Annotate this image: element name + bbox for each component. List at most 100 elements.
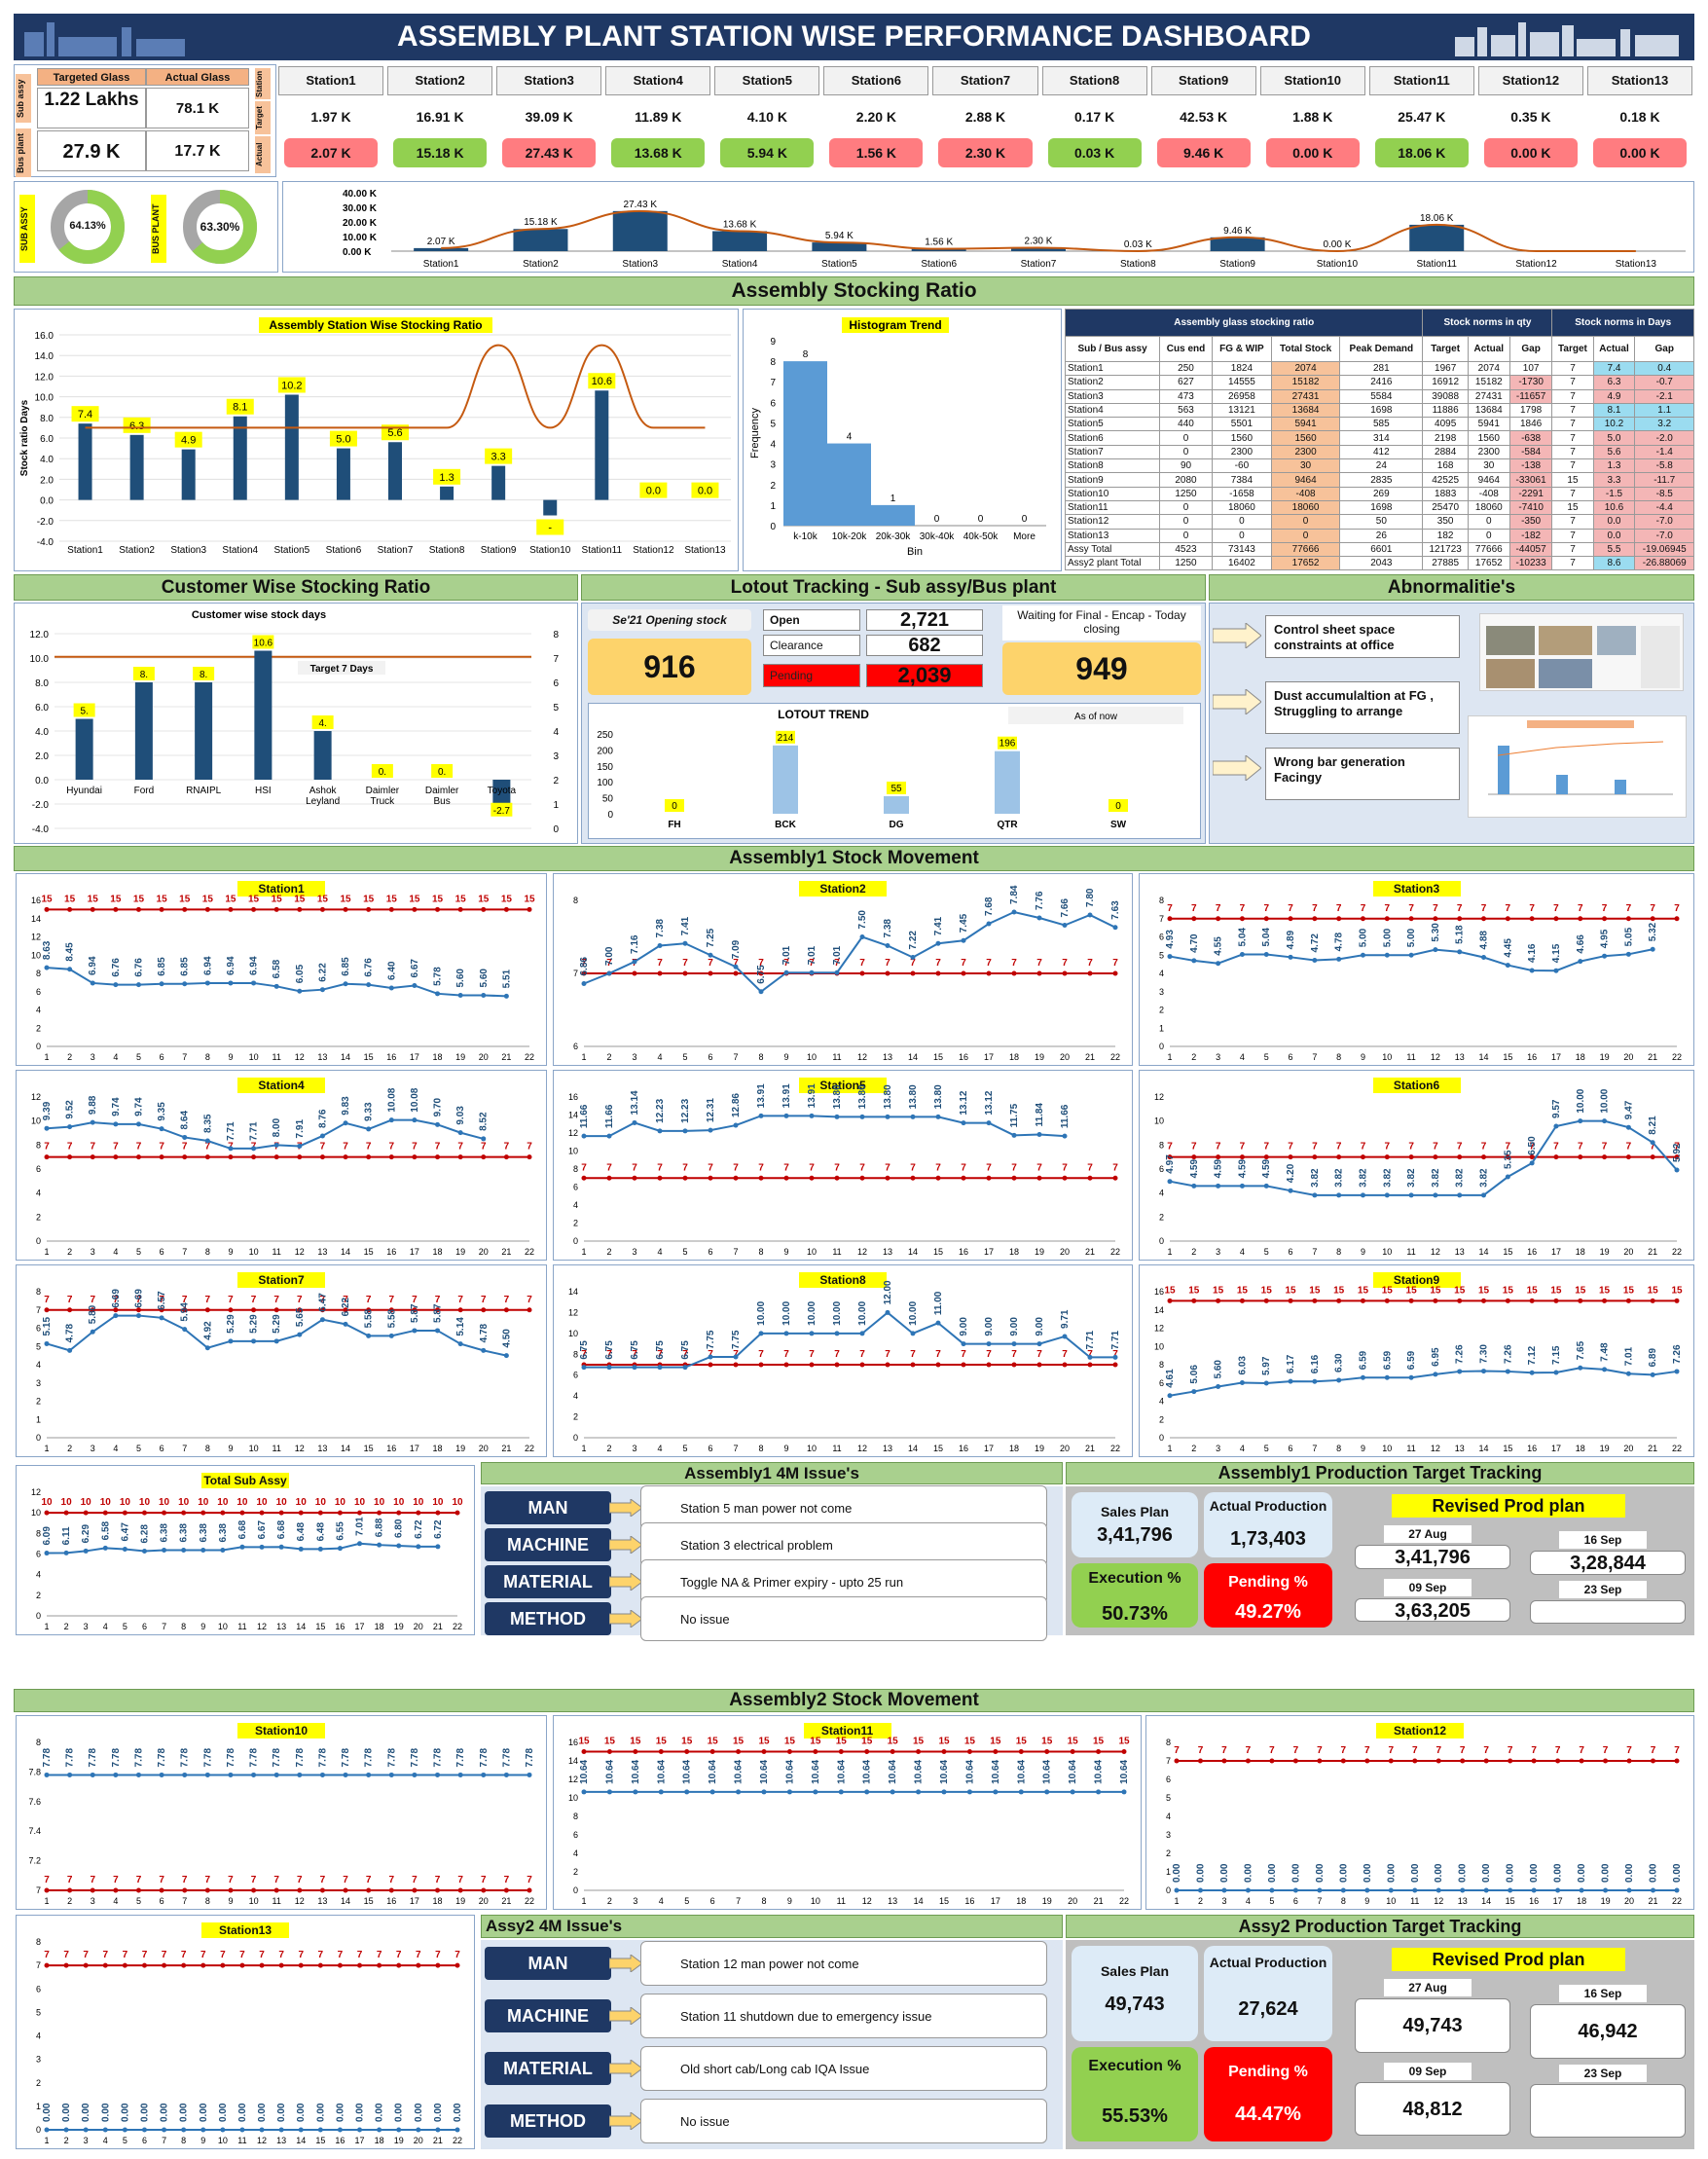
data-label: 7.01 bbox=[781, 945, 792, 965]
target-label: 7 bbox=[1036, 1162, 1042, 1173]
target-marker bbox=[182, 1307, 188, 1313]
x-tick-label: Bus bbox=[434, 796, 451, 807]
series-marker bbox=[435, 2127, 441, 2133]
table-cell: 5941 bbox=[1270, 417, 1341, 432]
station-card-actual: 0.00 K bbox=[1483, 138, 1578, 167]
x-tick-label: 17 bbox=[410, 1247, 419, 1257]
target-label: 7 bbox=[1341, 1745, 1347, 1756]
x-tick-label: 13 bbox=[888, 1896, 897, 1906]
x-tick-label: 6 bbox=[142, 1622, 147, 1631]
series-marker bbox=[1674, 1167, 1680, 1173]
table-cell: 30 bbox=[1270, 458, 1341, 474]
data-label-bg bbox=[73, 703, 95, 717]
x-tick-label: 18 bbox=[1009, 1444, 1019, 1453]
pending-label: Pending % bbox=[1228, 1574, 1308, 1592]
y-tick-label: 2 bbox=[573, 1219, 578, 1228]
data-label: 7.78 bbox=[157, 1748, 167, 1768]
table-cell: 9464 bbox=[1467, 472, 1510, 488]
section-customer: Customer Wise Stocking Ratio bbox=[14, 574, 578, 601]
right-arrow-icon bbox=[608, 2006, 643, 2026]
series-marker bbox=[916, 1789, 922, 1795]
y-tick-label: 3 bbox=[36, 2055, 41, 2065]
series-marker bbox=[736, 1789, 742, 1795]
x-tick-label: 1 bbox=[581, 1247, 586, 1257]
series-marker bbox=[657, 1365, 663, 1371]
target-label: 15 bbox=[179, 894, 191, 904]
data-label: 9.47 bbox=[1623, 1100, 1634, 1119]
series-marker bbox=[658, 1789, 664, 1795]
target-marker bbox=[859, 970, 865, 976]
pending-card bbox=[1204, 1562, 1332, 1628]
stock-chart-box bbox=[16, 1915, 475, 2149]
series-marker bbox=[377, 2127, 382, 2133]
target-marker bbox=[67, 1887, 73, 1893]
target-marker bbox=[1433, 1298, 1438, 1303]
target-marker bbox=[1651, 1758, 1656, 1764]
series-marker bbox=[682, 1128, 688, 1134]
x-tick-label: 21 bbox=[1094, 1896, 1104, 1906]
data-label: 0.00 bbox=[81, 2103, 91, 2122]
series-marker bbox=[435, 991, 441, 997]
x-tick-label: 5 bbox=[136, 1247, 141, 1257]
x-tick-label: 1 bbox=[44, 1052, 49, 1062]
station-row-label: Station bbox=[255, 68, 271, 99]
x-tick-label: 4 bbox=[113, 1052, 118, 1062]
table-row: Station2 627 14555 15182 2416 16912 15182 -1730… bbox=[1064, 375, 1694, 390]
series-marker bbox=[412, 1117, 418, 1123]
y-tick-label: 4 bbox=[1159, 969, 1164, 978]
data-label: 4.89 bbox=[1286, 930, 1296, 949]
target-label: 7 bbox=[454, 1950, 460, 1960]
data-label: 5.58 bbox=[386, 1308, 397, 1328]
target-marker bbox=[251, 1887, 257, 1893]
series-marker bbox=[1364, 1887, 1370, 1893]
table-header: Gap bbox=[1634, 336, 1694, 362]
series-marker bbox=[935, 940, 941, 946]
data-label: 6.50 bbox=[1527, 1136, 1538, 1155]
data-label: 12.31 bbox=[706, 1098, 716, 1122]
table-cell: -2291 bbox=[1508, 486, 1553, 501]
x-tick-label: 2 bbox=[67, 1247, 72, 1257]
x-tick-label: 10 bbox=[249, 1896, 259, 1906]
target-label: 7 bbox=[758, 1349, 764, 1360]
series-line bbox=[46, 1118, 485, 1150]
series-marker bbox=[337, 1546, 343, 1552]
series-marker bbox=[1216, 1384, 1221, 1389]
x-tick-label: Station8 bbox=[429, 545, 465, 556]
target-label: 15 bbox=[1213, 1285, 1224, 1296]
target-label: 15 bbox=[990, 1737, 1001, 1747]
station-card-name: Station4 bbox=[605, 66, 711, 95]
data-label: 3.82 bbox=[1382, 1168, 1393, 1188]
target-label: 7 bbox=[527, 1142, 532, 1153]
data-label: 5.92 bbox=[1672, 1143, 1683, 1162]
x-tick-label: 7 bbox=[182, 1896, 187, 1906]
target-marker bbox=[1360, 1154, 1365, 1160]
series-marker bbox=[1167, 1393, 1173, 1399]
target-marker bbox=[834, 1175, 840, 1181]
target-label: 7 bbox=[1293, 1745, 1299, 1756]
table-cell: 27431 bbox=[1467, 388, 1510, 404]
x-tick-label: 21 bbox=[1085, 1247, 1095, 1257]
data-label: 10.64 bbox=[682, 1759, 693, 1783]
data-label: 5.04 bbox=[1237, 928, 1248, 947]
series-marker bbox=[1457, 1369, 1463, 1374]
x-tick-label: 19 bbox=[1601, 1896, 1611, 1906]
series-marker bbox=[1650, 1372, 1655, 1377]
x-tick-label: 21 bbox=[433, 2136, 443, 2145]
stock-table-wrap: Assembly glass stocking ratio Stock norms… bbox=[1064, 309, 1694, 571]
table-cell: -2.1 bbox=[1634, 388, 1694, 404]
section-abnormal: Abnormalitie's bbox=[1209, 574, 1694, 601]
x-tick-label: 13 bbox=[317, 1247, 327, 1257]
y-tick-label: 14 bbox=[568, 1111, 578, 1120]
x-tick-label: Daimler bbox=[366, 786, 400, 796]
series-marker bbox=[1412, 1887, 1418, 1893]
target-marker bbox=[298, 1962, 304, 1968]
pending-label: Pending % bbox=[1228, 2064, 1308, 2081]
y-tick-label: 6 bbox=[573, 1830, 578, 1840]
series-marker bbox=[1245, 1887, 1251, 1893]
x-tick-label: 17 bbox=[355, 1622, 365, 1631]
table-cell: -10233 bbox=[1508, 556, 1553, 571]
table-cell: 5.5 bbox=[1592, 541, 1636, 558]
target-label: 7 bbox=[200, 1950, 206, 1960]
